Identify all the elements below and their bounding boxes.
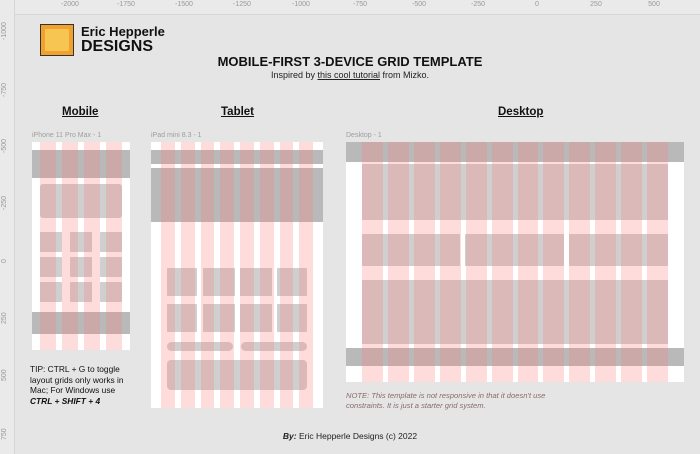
desktop-hero-block [362,164,668,220]
ruler-tick: -1750 [117,1,135,8]
tablet-grid-cell [167,304,197,332]
vertical-ruler: -1000 -750 -500 -250 0 250 500 750 [0,0,15,454]
mobile-grid-cell [100,257,122,277]
ruler-tick: 250 [1,312,8,324]
tablet-grid-cell [167,268,197,296]
mobile-grid-cell [70,282,92,302]
ruler-tick: 500 [1,369,8,381]
tablet-grid-cell [203,304,235,332]
brand-logo [40,24,74,56]
ruler-tick: -500 [411,1,427,8]
tip-body: TIP: CTRL + G to toggle layout grids onl… [30,364,124,395]
mobile-grid-cell [40,257,62,277]
tablet-grid-cell [277,304,307,332]
ruler-tick: -1500 [175,1,193,8]
brand-name-line1: Eric Hepperle [81,24,165,39]
footer-label: By: [282,431,297,441]
desktop-content-block [362,280,668,344]
mobile-grid-cell [100,232,122,252]
ruler-tick: -250 [1,195,8,210]
desktop-card [362,234,460,266]
page-title: MOBILE-FIRST 3-DEVICE GRID TEMPLATE [217,54,483,69]
frame-label-tablet[interactable]: iPad mini 8.3 - 1 [151,132,202,139]
ruler-tick: 0 [535,1,539,8]
template-note: NOTE: This template is not responsive in… [346,391,546,410]
tutorial-link[interactable]: this cool tutorial [317,70,381,80]
ruler-tick: -1250 [233,1,251,8]
ruler-tick: 250 [590,1,602,8]
brand-name-line2: DESIGNS [81,38,154,55]
section-desktop: Desktop [498,106,544,118]
tablet-header-row [151,150,323,164]
subtitle-suffix: from Mizko. [382,70,430,80]
page-subtitle: Inspired by this cool tutorial from Mizk… [0,70,700,80]
section-tablet: Tablet [221,106,255,118]
desktop-card [465,234,564,266]
tip-text: TIP: CTRL + G to toggle layout grids onl… [30,364,136,406]
mobile-grid-cell [70,232,92,252]
mobile-grid-cell [100,282,122,302]
desktop-header-row [346,142,684,162]
tip-shortcut: CTRL + SHIFT + 4 [30,395,101,406]
desktop-card [569,234,668,266]
tablet-pill [241,342,307,351]
subtitle-prefix: Inspired by [270,70,315,80]
mobile-frame[interactable] [32,142,130,350]
ruler-tick: -500 [1,138,8,153]
mobile-grid-cell [40,232,62,252]
tablet-grid-cell [203,268,235,296]
section-mobile: Mobile [62,106,99,118]
ruler-tick: -250 [470,1,486,8]
ruler-tick: -1000 [1,22,8,40]
tablet-frame[interactable] [151,142,323,408]
mobile-header-row [32,150,130,178]
tablet-hero-row [151,168,323,222]
tablet-grid-cell [240,268,272,296]
frame-label-desktop[interactable]: Desktop - 1 [346,132,382,139]
horizontal-ruler: -2000 -1750 -1500 -1250 -1000 -750 -500 … [0,0,700,15]
mobile-footer-row [32,312,130,334]
ruler-tick: 500 [648,1,660,8]
footer-text: Eric Hepperle Designs (c) 2022 [298,431,418,441]
ruler-tick: -750 [1,82,8,97]
tablet-grid-cell [240,304,272,332]
mobile-grid-cell [70,257,92,277]
tablet-pill [167,342,233,351]
ruler-tick: 0 [1,259,8,263]
tablet-grid-cell [277,268,307,296]
page-footer: By: Eric Hepperle Designs (c) 2022 [0,431,700,441]
ruler-tick: -2000 [61,1,79,8]
tablet-footer-block [167,360,307,390]
mobile-hero-block [40,184,122,218]
frame-label-mobile[interactable]: iPhone 11 Pro Max - 1 [32,132,102,139]
desktop-frame[interactable] [346,142,684,382]
desktop-footer-row [346,348,684,366]
ruler-tick: -750 [352,1,368,8]
ruler-tick: -1000 [292,1,310,8]
mobile-grid-cell [40,282,62,302]
